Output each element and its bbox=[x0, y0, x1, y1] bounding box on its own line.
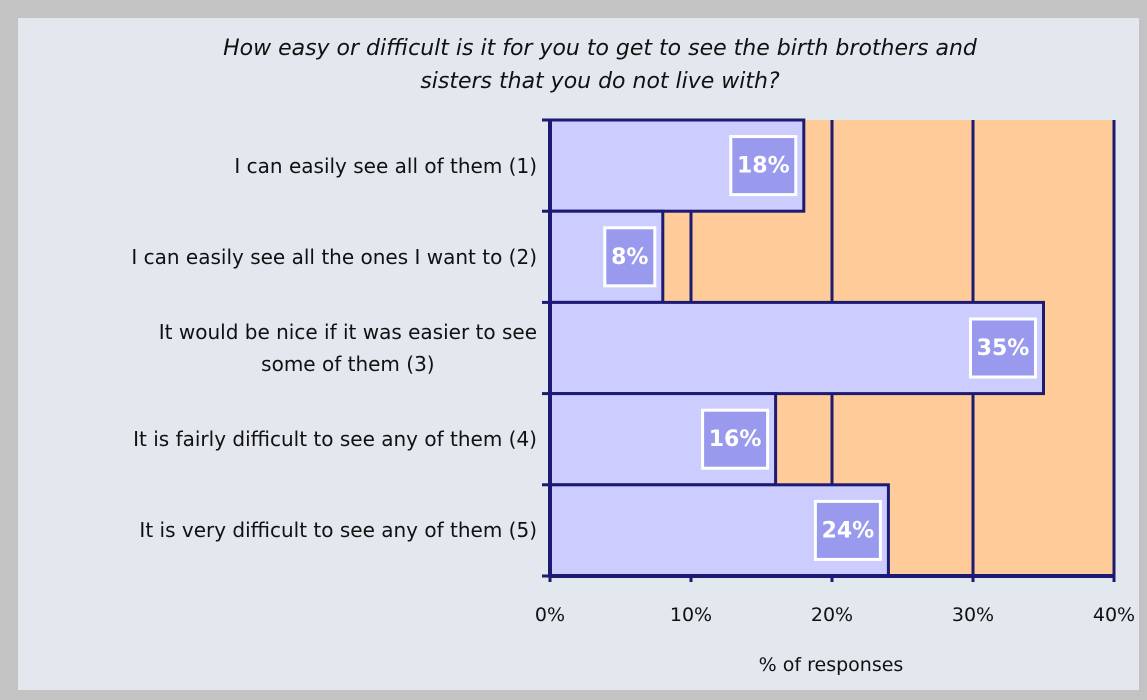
value-label: 18% bbox=[737, 154, 790, 179]
y-tick-label: It is fairly difficult to see any of the… bbox=[133, 427, 537, 452]
value-label-box bbox=[729, 135, 798, 197]
value-label: 8% bbox=[611, 245, 648, 270]
bar bbox=[548, 300, 1045, 396]
x-tick-label: 10% bbox=[669, 604, 713, 626]
x-tick-label: 40% bbox=[1092, 604, 1136, 626]
value-label-box bbox=[813, 499, 882, 561]
value-label-box bbox=[701, 408, 770, 470]
x-axis-title: % of responses bbox=[758, 654, 904, 676]
x-tick-label: 0% bbox=[534, 604, 566, 626]
y-tick-label: I can easily see all the ones I want to … bbox=[131, 244, 537, 269]
x-tick-label: 20% bbox=[810, 604, 854, 626]
y-tick-label: It would be nice if it was easier to see… bbox=[158, 320, 537, 376]
value-label: 16% bbox=[709, 427, 762, 452]
value-label: 35% bbox=[977, 336, 1030, 361]
chart-title: How easy or difficult is it for you to g… bbox=[223, 36, 977, 94]
value-label-box bbox=[969, 317, 1037, 379]
x-tick-label: 30% bbox=[951, 604, 995, 626]
y-tick-label: I can easily see all of them (1) bbox=[234, 153, 537, 178]
value-label: 24% bbox=[822, 518, 875, 543]
value-label-box bbox=[603, 226, 657, 288]
y-tick-label: It is very difficult to see any of them … bbox=[139, 518, 537, 543]
